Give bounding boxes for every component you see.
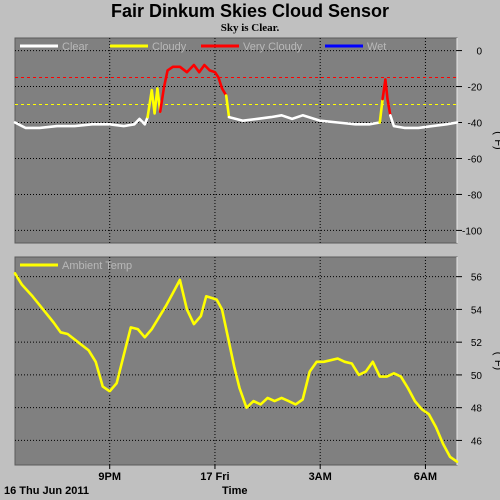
sky-series-clear: [227, 114, 382, 126]
sky-y-tick-label: -100: [462, 226, 482, 237]
sky-legend-label: Very Cloudy: [243, 41, 303, 53]
sky-plot-area: [14, 37, 458, 244]
footer-date-label: 16 Thu Jun 2011: [4, 485, 89, 497]
ambient-y-tick-label: 50: [471, 371, 483, 382]
sky-series-very-cloudy: [158, 63, 228, 113]
chart-title: Fair Dinkum Skies Cloud Sensor: [110, 1, 390, 21]
ambient-series-ambient-temp: [13, 272, 459, 464]
x-axis-label: Time: [222, 485, 248, 497]
sky-y-tick-label: -60: [468, 154, 483, 165]
ambient-y-tick-label: 56: [471, 273, 483, 284]
ambient-legend-label: Ambient Temp: [62, 260, 132, 272]
sky-y-tick-label: 0: [476, 47, 482, 58]
sky-legend-label: Clear: [62, 41, 89, 53]
sky-series-cloudy: [224, 94, 231, 119]
sky-series-clear: [13, 115, 149, 130]
x-tick-label: 6AM: [414, 471, 437, 483]
sky-series-clear: [388, 114, 459, 130]
x-tick-label: 3AM: [309, 471, 332, 483]
ambient-panel: 56 54 52 50 48 46 9PM 17 Fri 3AM 6AM (°F) Ambient T…: [13, 256, 500, 483]
ambient-y-tick-label: 54: [471, 305, 483, 316]
sky-y-axis-label: (°F): [492, 131, 500, 149]
ambient-y-tick-label: 46: [471, 436, 483, 447]
sky-series-cloudy: [146, 87, 162, 119]
sky-series-cloudy: [378, 97, 384, 124]
ambient-y-axis-label: (°F): [492, 352, 500, 370]
sky-y-tick-label: -20: [468, 83, 483, 94]
sky-series-very-cloudy: [381, 78, 392, 117]
sky-legend-label: Cloudy: [152, 41, 187, 53]
sky-y-tick-label: -40: [468, 119, 483, 130]
sky-legend-label: Wet: [367, 41, 386, 53]
sky-panel: 0 -20 -40 -60 -80 -100 (°F) Clear Cloudy Very Clo…: [13, 37, 500, 244]
ambient-y-tick-label: 48: [471, 404, 483, 415]
ambient-plot-area: [14, 256, 458, 466]
sky-status: Sky is Clear.: [220, 22, 280, 34]
x-tick-label: 17 Fri: [200, 471, 229, 483]
x-tick-label: 9PM: [98, 471, 121, 483]
sky-y-tick-label: -80: [468, 190, 483, 201]
ambient-y-tick-label: 52: [471, 338, 483, 349]
